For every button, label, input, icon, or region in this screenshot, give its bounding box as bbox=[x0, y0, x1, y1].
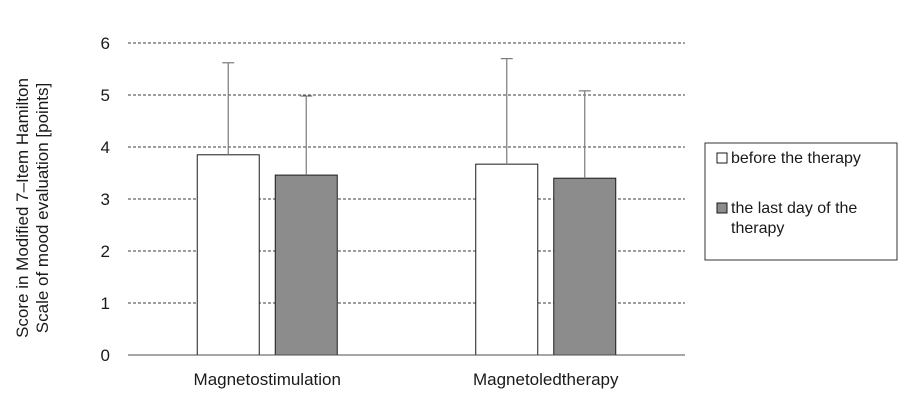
legend: before the therapy the last day of the the… bbox=[704, 142, 898, 261]
y-tick-label: 3 bbox=[101, 190, 110, 209]
bar bbox=[475, 163, 539, 356]
legend-swatch bbox=[716, 202, 728, 214]
legend-label: before the therapy bbox=[731, 150, 861, 167]
y-axis-label-line-2: Scale of mood evaluation [points] bbox=[33, 83, 52, 333]
y-tick-label: 1 bbox=[101, 294, 110, 313]
bar bbox=[553, 177, 617, 356]
y-tick-label: 0 bbox=[101, 346, 110, 365]
category-label: Magnetoledtherapy bbox=[473, 370, 619, 389]
bar bbox=[196, 154, 260, 356]
bars bbox=[196, 154, 617, 356]
legend-label: the last day of the therapy bbox=[731, 200, 857, 237]
y-axis-label-line-1: Score in Modified 7–Item Hamilton bbox=[13, 78, 32, 338]
legend-box bbox=[704, 142, 898, 261]
category-label: Magnetostimulation bbox=[194, 370, 341, 389]
y-axis-label: Score in Modified 7–Item Hamilton Scale … bbox=[13, 78, 52, 338]
category-labels: Magnetostimulation Magnetoledtherapy bbox=[194, 370, 619, 389]
legend-swatch bbox=[716, 152, 728, 164]
bar bbox=[274, 174, 338, 356]
y-tick-label: 5 bbox=[101, 86, 110, 105]
y-tick-label: 2 bbox=[101, 242, 110, 261]
y-tick-label: 6 bbox=[101, 34, 110, 53]
error-bars bbox=[222, 57, 591, 179]
y-tick-label: 4 bbox=[101, 138, 110, 157]
y-tick-labels: 0 1 2 3 4 5 6 bbox=[101, 34, 110, 365]
